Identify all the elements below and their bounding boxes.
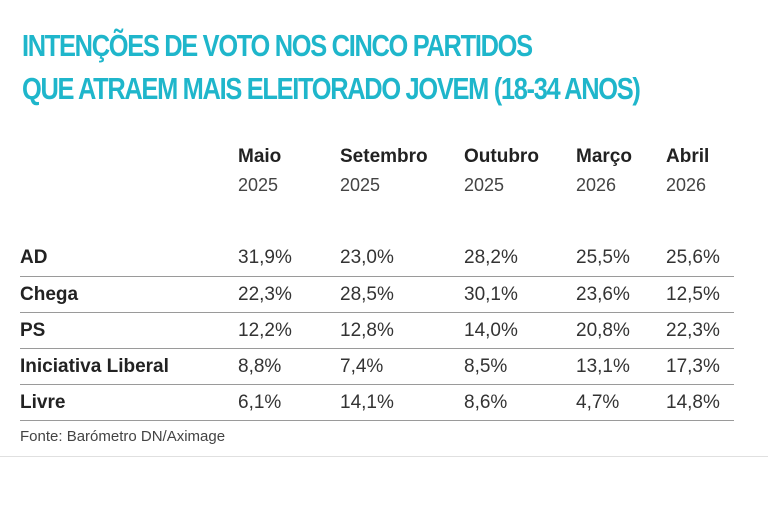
- table-cell-value: 20,8%: [576, 312, 666, 349]
- party-column-header: [20, 144, 238, 240]
- table-row: Livre 6,1% 14,1% 8,6% 4,7% 14,8%: [20, 384, 734, 421]
- column-header: Maio 2025: [238, 144, 340, 240]
- table-cell-value: 28,5%: [340, 276, 464, 313]
- table-cell-value: 7,4%: [340, 348, 464, 385]
- table-cell-value: 12,5%: [666, 276, 734, 313]
- table-cell-value: 12,8%: [340, 312, 464, 349]
- table-cell-value: 17,3%: [666, 348, 734, 385]
- bottom-divider: [0, 456, 768, 457]
- table-cell-value: 13,1%: [576, 348, 666, 385]
- column-header: Abril 2026: [666, 144, 734, 240]
- party-name: AD: [20, 240, 238, 277]
- table-cell-value: 23,6%: [576, 276, 666, 313]
- column-year: 2025: [340, 175, 381, 195]
- chart-title: INTENÇÕES DE VOTO NOS CINCO PARTIDOS QUE…: [22, 24, 641, 110]
- table-cell-value: 6,1%: [238, 384, 340, 421]
- chart-title-line-1: INTENÇÕES DE VOTO NOS CINCO PARTIDOS: [22, 28, 533, 63]
- table-cell-value: 8,6%: [464, 384, 576, 421]
- party-name: Chega: [20, 276, 238, 313]
- table-row: Iniciativa Liberal 8,8% 7,4% 8,5% 13,1% …: [20, 348, 734, 385]
- table-row: Chega 22,3% 28,5% 30,1% 23,6% 12,5%: [20, 276, 734, 313]
- column-year: 2025: [238, 175, 279, 195]
- table-cell-value: 30,1%: [464, 276, 576, 313]
- column-month: Março: [576, 146, 632, 167]
- table-cell-value: 4,7%: [576, 384, 666, 421]
- column-year: 2026: [576, 175, 617, 195]
- header-row: Maio 2025 Setembro 2025 Outubro 2025 Mar…: [20, 144, 734, 240]
- table-cell-value: 31,9%: [238, 240, 340, 277]
- table-row: PS 12,2% 12,8% 14,0% 20,8% 22,3%: [20, 312, 734, 349]
- chart-title-line-2: QUE ATRAEM MAIS ELEITORADO JOVEM (18-34 …: [22, 71, 641, 106]
- table-cell-value: 25,5%: [576, 240, 666, 277]
- column-month: Abril: [666, 146, 710, 167]
- column-year: 2026: [666, 175, 707, 195]
- column-month: Setembro: [340, 146, 428, 167]
- table-cell-value: 22,3%: [666, 312, 734, 349]
- source-note: Fonte: Barómetro DN/Aximage: [20, 428, 226, 445]
- table-cell-value: 22,3%: [238, 276, 340, 313]
- column-header: Outubro 2025: [464, 144, 576, 240]
- table-cell-value: 25,6%: [666, 240, 734, 277]
- poll-table: Maio 2025 Setembro 2025 Outubro 2025 Mar…: [20, 144, 734, 421]
- column-month: Maio: [238, 146, 282, 167]
- table-cell-value: 12,2%: [238, 312, 340, 349]
- column-year: 2025: [464, 175, 505, 195]
- column-header: Setembro 2025: [340, 144, 464, 240]
- column-header: Março 2026: [576, 144, 666, 240]
- table-cell-value: 14,0%: [464, 312, 576, 349]
- table-cell-value: 14,8%: [666, 384, 734, 421]
- table-cell-value: 8,8%: [238, 348, 340, 385]
- column-month: Outubro: [464, 146, 539, 167]
- table-cell-value: 8,5%: [464, 348, 576, 385]
- party-name: Iniciativa Liberal: [20, 348, 238, 385]
- table-cell-value: 28,2%: [464, 240, 576, 277]
- table-cell-value: 23,0%: [340, 240, 464, 277]
- party-name: PS: [20, 312, 238, 349]
- party-name: Livre: [20, 384, 238, 421]
- table-row: AD 31,9% 23,0% 28,2% 25,5% 25,6%: [20, 240, 734, 277]
- table-cell-value: 14,1%: [340, 384, 464, 421]
